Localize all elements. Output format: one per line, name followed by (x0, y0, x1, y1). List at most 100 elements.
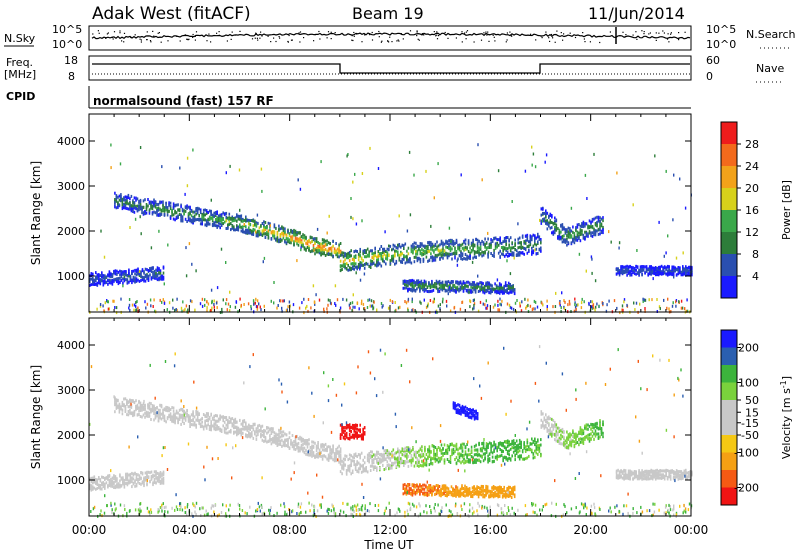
echo-cell (101, 275, 103, 279)
echo-cell (668, 265, 670, 269)
echo-cell (514, 248, 516, 252)
echo-cell (351, 265, 354, 269)
scatter-cell (652, 277, 654, 281)
echo-cell (336, 252, 339, 256)
echo-cell (472, 247, 474, 251)
scatter-cell (517, 222, 519, 226)
noise-cell (560, 306, 562, 310)
echo-cell (126, 207, 128, 210)
echo-cell (333, 249, 336, 253)
echo-cell (150, 407, 152, 411)
echo-cell (362, 458, 364, 462)
noise-cell (678, 300, 680, 304)
echo-cell (434, 282, 436, 286)
echo-cell (376, 460, 378, 464)
echo-cell (427, 247, 429, 250)
nsearch-dot (599, 41, 601, 44)
echo-cell (108, 274, 111, 278)
echo-cell (342, 264, 345, 268)
echo-cell (404, 255, 407, 259)
echo-cell (372, 461, 375, 465)
echo-cell (508, 252, 510, 256)
echo-cell (184, 416, 187, 420)
echo-cell (306, 441, 309, 445)
echo-cell (305, 241, 307, 245)
echo-cell (329, 456, 331, 460)
echo-cell (287, 444, 289, 448)
echo-cell (488, 282, 490, 286)
echo-cell (505, 248, 507, 252)
echo-cell (593, 230, 595, 234)
echo-cell (124, 195, 127, 199)
echo-cell (377, 462, 380, 465)
echo-cell (165, 420, 167, 424)
echo-cell (401, 252, 404, 256)
echo-cell (294, 439, 297, 442)
scatter-cell (487, 250, 490, 254)
noise-cell (104, 301, 106, 305)
echo-cell (576, 223, 579, 227)
echo-cell (366, 470, 369, 474)
echo-cell (630, 269, 633, 273)
nsearch-dot (416, 31, 418, 33)
nsearch-dot (609, 31, 611, 33)
echo-cell (518, 241, 521, 245)
echo-cell (214, 224, 217, 228)
echo-cell (483, 288, 486, 292)
echo-cell (163, 407, 166, 411)
echo-cell (199, 425, 202, 429)
echo-cell (490, 238, 492, 242)
echo-cell (520, 251, 522, 255)
nsearch-dot (487, 31, 489, 33)
echo-cell (138, 201, 140, 205)
echo-cell (273, 234, 276, 238)
noise-cell (506, 302, 509, 306)
echo-cell (342, 465, 345, 469)
echo-cell (302, 446, 304, 450)
noise-cell (368, 298, 371, 302)
echo-cell (445, 245, 447, 249)
noise-cell (642, 299, 644, 303)
echo-cell (291, 434, 294, 437)
echo-cell (248, 222, 250, 226)
echo-cell (415, 241, 417, 245)
echo-cell (193, 415, 196, 419)
noise-cell (207, 302, 210, 306)
echo-cell (582, 223, 585, 226)
echo-cell (312, 453, 315, 457)
echo-cell (441, 288, 444, 292)
echo-cell (372, 252, 375, 256)
echo-cell (395, 457, 398, 461)
echo-cell (129, 398, 131, 402)
nsearch-dot (218, 34, 220, 36)
echo-cell (312, 244, 315, 247)
echo-cell (133, 204, 136, 208)
echo-cell (397, 450, 399, 454)
echo-cell (419, 453, 422, 457)
echo-cell (338, 454, 340, 458)
echo-cell (264, 429, 267, 433)
echo-cell (418, 449, 420, 453)
echo-cell (245, 228, 247, 232)
echo-cell (548, 221, 550, 225)
echo-cell (426, 290, 429, 293)
echo-cell (570, 241, 573, 245)
echo-cell (159, 269, 162, 273)
echo-cell (132, 208, 134, 211)
echo-cell (115, 402, 118, 406)
echo-cell (360, 261, 363, 265)
echo-cell (479, 252, 482, 256)
echo-cell (671, 265, 673, 269)
echo-cell (135, 196, 137, 200)
echo-cell (517, 246, 519, 250)
scatter-cell (228, 217, 230, 221)
echo-cell (318, 454, 321, 458)
echo-cell (397, 458, 399, 462)
noise-cell (546, 307, 548, 311)
nsky-tick-bottom: 10^0 (52, 38, 82, 51)
echo-cell (464, 282, 466, 286)
echo-cell (273, 230, 276, 234)
echo-cell (388, 244, 390, 248)
echo-cell (448, 247, 450, 251)
noise-cell (668, 307, 670, 311)
